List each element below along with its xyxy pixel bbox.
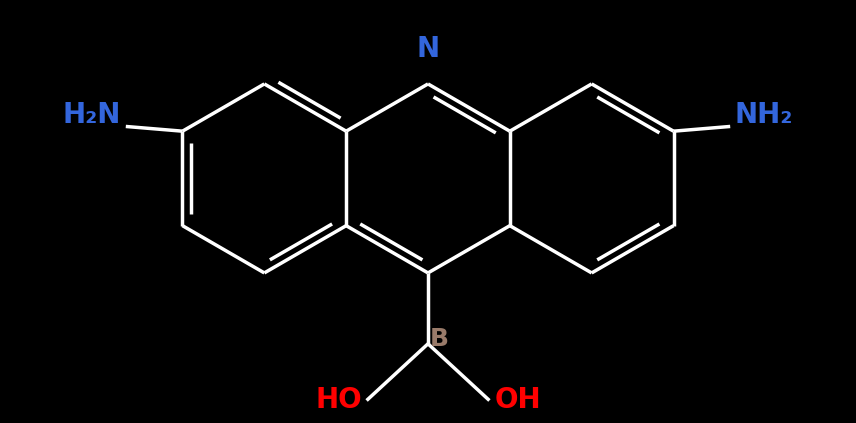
Text: NH₂: NH₂ bbox=[735, 101, 794, 129]
Text: H₂N: H₂N bbox=[62, 101, 121, 129]
Text: OH: OH bbox=[494, 387, 541, 415]
Text: B: B bbox=[430, 327, 449, 351]
Text: N: N bbox=[416, 35, 440, 63]
Text: HO: HO bbox=[315, 387, 362, 415]
